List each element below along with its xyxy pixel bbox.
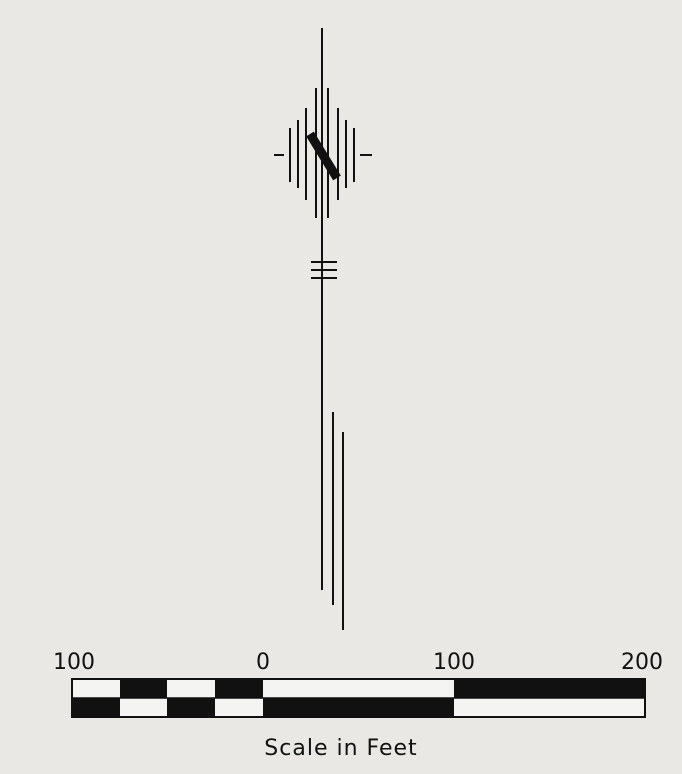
- north-arrow-icon: [274, 28, 372, 590]
- parallel-lines: [332, 412, 344, 630]
- scale-tick-label: 0: [256, 650, 270, 675]
- scale-tick-label: 100: [53, 650, 95, 675]
- scale-title: Scale in Feet: [264, 736, 418, 761]
- scale-bar: [71, 678, 646, 718]
- scale-tick-label: 200: [621, 650, 663, 675]
- north-needle: [306, 131, 341, 181]
- scale-tick-label: 100: [433, 650, 475, 675]
